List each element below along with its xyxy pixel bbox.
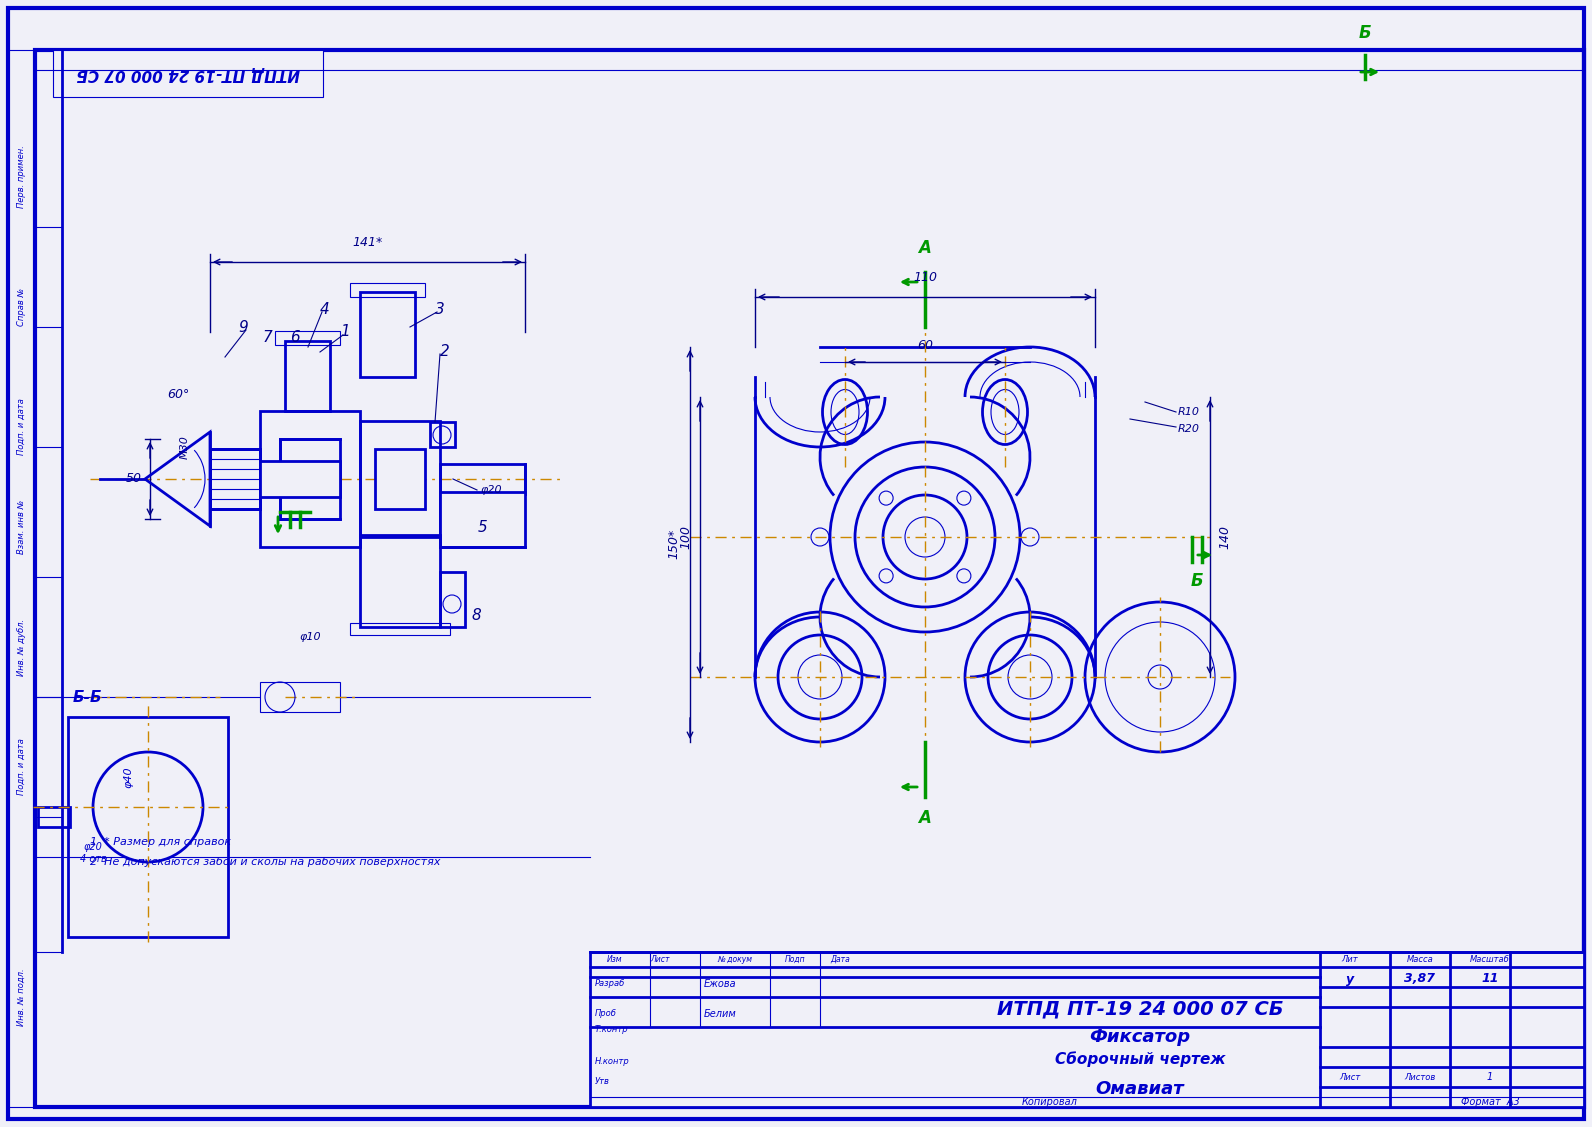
Text: Листов: Листов [1404,1073,1436,1082]
Text: 60°: 60° [167,389,189,401]
Text: Лист: Лист [650,955,670,964]
Text: M30: M30 [180,435,189,459]
Text: Подп. и дата: Подп. и дата [16,738,25,796]
Text: 5: 5 [478,520,487,534]
Bar [285,341,330,411]
Text: Т.контр: Т.контр [595,1024,629,1033]
Text: 100: 100 [680,525,693,549]
Bar [360,535,439,627]
Text: ИТПД ПТ-19 24 000 07 СБ: ИТПД ПТ-19 24 000 07 СБ [76,65,299,80]
Circle shape [92,752,204,862]
Bar [68,717,228,937]
Text: 1  * Размер для справок: 1 * Размер для справок [91,837,231,848]
Text: Б-Б: Б-Б [73,690,102,704]
Text: Белим: Белим [704,1009,737,1019]
Text: Подп: Подп [785,955,806,964]
Text: Справ №: Справ № [16,287,25,326]
Bar [53,48,323,97]
Bar [439,573,465,627]
Bar [259,411,360,547]
Bar [259,682,341,712]
Text: 7: 7 [263,329,272,345]
Bar [591,952,1584,1107]
Text: A: A [919,239,931,257]
Text: 3,87: 3,87 [1404,973,1436,985]
Text: Сборочный чертеж: Сборочный чертеж [1055,1051,1226,1067]
Text: Взам. инв №: Взам. инв № [16,500,25,554]
Text: 6: 6 [290,329,299,345]
Bar [210,449,259,509]
Text: 4 отв: 4 отв [80,854,107,864]
Text: 11: 11 [1481,973,1498,985]
Text: Фиксатор: Фиксатор [1089,1028,1191,1046]
Bar [360,535,439,627]
Text: Инв. № дубл.: Инв. № дубл. [16,619,25,675]
Text: 8: 8 [471,607,482,622]
Text: 141*: 141* [353,236,384,249]
Text: φ10: φ10 [299,632,322,642]
Text: 1: 1 [1487,1072,1493,1082]
Text: Ежова: Ежова [704,979,737,990]
Text: Инв. № подл.: Инв. № подл. [16,968,25,1026]
Bar [439,464,525,494]
Text: Омавиат: Омавиат [1095,1080,1184,1098]
Bar [285,341,330,411]
Text: 150*: 150* [667,529,680,559]
Bar [360,292,416,378]
Text: R10: R10 [1178,407,1200,417]
Text: Изм: Изм [607,955,622,964]
Text: Лит: Лит [1342,955,1358,964]
Text: Формат  А3: Формат А3 [1460,1097,1519,1107]
Bar [68,717,228,937]
Bar [38,807,70,827]
Text: R20: R20 [1178,424,1200,434]
Text: у: у [1345,973,1355,985]
Text: Дата: Дата [829,955,850,964]
Text: 3: 3 [435,302,444,317]
Bar [350,283,425,298]
Text: 2: 2 [439,344,451,358]
Bar [360,421,439,536]
Text: 110: 110 [912,270,938,284]
Text: 50: 50 [126,472,142,486]
Text: Перв. примен.: Перв. примен. [16,145,25,208]
Text: Подп. и дата: Подп. и дата [16,399,25,455]
Bar [8,50,35,1107]
Text: 2  Не допускаются забои и сколы на рабочих поверхностях: 2 Не допускаются забои и сколы на рабочи… [91,857,441,867]
Text: 60: 60 [917,339,933,352]
Text: ИТПД ПТ-19 24 000 07 СБ: ИТПД ПТ-19 24 000 07 СБ [997,1000,1283,1019]
Text: Лист: Лист [1339,1073,1361,1082]
Text: № докум: № докум [718,955,753,964]
Text: A: A [919,809,931,827]
Text: Б: Б [1358,24,1371,42]
Bar [360,292,416,378]
Bar [430,421,455,447]
Text: Проб: Проб [595,1010,616,1019]
Text: 140: 140 [1218,525,1231,549]
Bar [376,449,425,509]
Text: 9: 9 [239,319,248,335]
Bar [439,492,525,547]
Text: φ40: φ40 [123,766,134,788]
Text: Копировал: Копировал [1022,1097,1078,1107]
Bar [360,421,439,536]
Bar [210,449,259,509]
Bar [280,440,341,520]
Text: Б: Б [1191,573,1204,591]
Bar [35,50,1584,70]
Text: φ20: φ20 [83,842,102,852]
Text: Утв: Утв [595,1077,610,1086]
Bar [259,461,341,497]
Text: Разраб: Разраб [595,979,626,988]
Text: 4: 4 [320,302,330,317]
Bar [259,411,360,547]
Text: φ20: φ20 [481,485,501,495]
Text: Н.контр: Н.контр [595,1057,630,1066]
Bar [275,331,341,345]
Text: Масштаб: Масштаб [1469,955,1509,964]
Text: 1: 1 [341,325,350,339]
Bar [350,623,451,635]
Text: Масса: Масса [1407,955,1433,964]
Bar [38,807,70,827]
